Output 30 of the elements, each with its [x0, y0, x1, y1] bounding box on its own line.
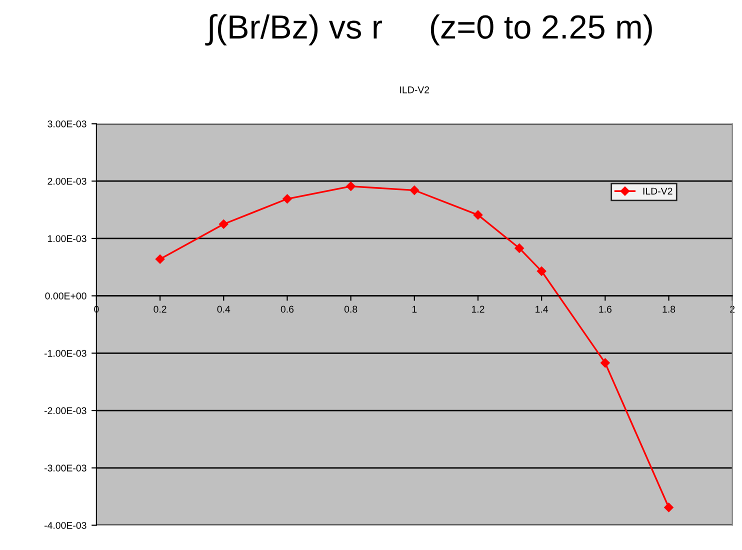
- chart-title: ∫(Br/Bz) vs r (z=0 to 2.25 m): [205, 14, 652, 46]
- point: [155, 254, 165, 264]
- y-tick-label: -4.00E-03: [44, 522, 86, 529]
- point: [410, 186, 420, 195]
- chart-subtitle: ILD-V2: [400, 86, 430, 94]
- point: [282, 194, 292, 204]
- y-tick-label: 1.00E-03: [48, 235, 86, 242]
- y-tick-label: 3.00E-03: [48, 120, 86, 128]
- y-tick-label: -2.00E-03: [44, 407, 86, 414]
- point: [473, 210, 483, 220]
- x-tick-label: 0.4: [217, 306, 230, 313]
- x-tick-label: 1: [412, 306, 417, 313]
- x-tick-label: 1.8: [662, 306, 676, 313]
- legend-label: ILD-V2: [643, 188, 672, 195]
- x-tick-label: 1.2: [472, 306, 484, 313]
- point: [514, 244, 524, 253]
- point: [346, 182, 356, 191]
- x-tick-label: 1.6: [599, 306, 612, 313]
- y-tick-label: 0.00E+00: [45, 292, 86, 300]
- x-tick-label: 0.8: [344, 306, 358, 313]
- x-tick-label: 0.2: [154, 306, 166, 313]
- point: [600, 358, 610, 368]
- y-tick-label: -3.00E-03: [44, 464, 86, 472]
- point: [219, 220, 228, 229]
- y-tick-label: -1.00E-03: [44, 350, 86, 357]
- point: [664, 502, 674, 512]
- point: [536, 266, 546, 276]
- y-tick-label: 2.00E-03: [48, 178, 86, 185]
- x-tick-label: 0.6: [280, 306, 294, 313]
- x-tick-label: 1.4: [536, 306, 548, 313]
